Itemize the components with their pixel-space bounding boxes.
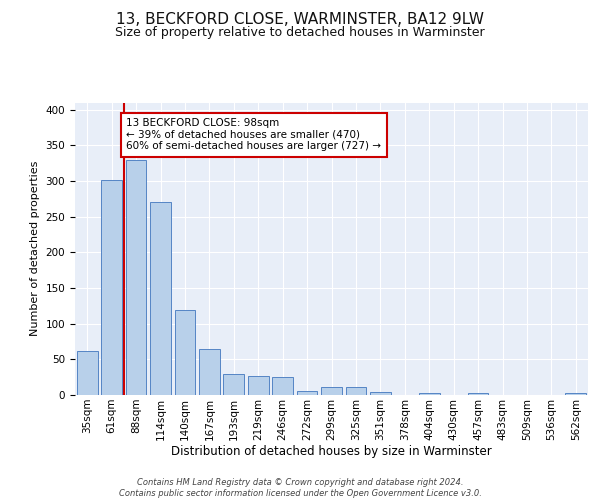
Bar	[346, 387, 367, 395]
Bar	[101, 180, 122, 395]
Bar	[467, 393, 488, 395]
Bar	[419, 393, 440, 395]
Bar	[199, 350, 220, 395]
Bar	[296, 390, 317, 395]
Text: Size of property relative to detached houses in Warminster: Size of property relative to detached ho…	[115, 26, 485, 39]
Text: 13 BECKFORD CLOSE: 98sqm
← 39% of detached houses are smaller (470)
60% of semi-: 13 BECKFORD CLOSE: 98sqm ← 39% of detach…	[127, 118, 382, 152]
X-axis label: Distribution of detached houses by size in Warminster: Distribution of detached houses by size …	[171, 446, 492, 458]
Bar	[77, 351, 98, 395]
Text: 13, BECKFORD CLOSE, WARMINSTER, BA12 9LW: 13, BECKFORD CLOSE, WARMINSTER, BA12 9LW	[116, 12, 484, 28]
Y-axis label: Number of detached properties: Number of detached properties	[30, 161, 40, 336]
Bar	[175, 310, 196, 395]
Bar	[125, 160, 146, 395]
Bar	[150, 202, 171, 395]
Bar	[272, 377, 293, 395]
Bar	[223, 374, 244, 395]
Bar	[370, 392, 391, 395]
Bar	[248, 376, 269, 395]
Bar	[565, 393, 586, 395]
Bar	[321, 387, 342, 395]
Text: Contains HM Land Registry data © Crown copyright and database right 2024.
Contai: Contains HM Land Registry data © Crown c…	[119, 478, 481, 498]
